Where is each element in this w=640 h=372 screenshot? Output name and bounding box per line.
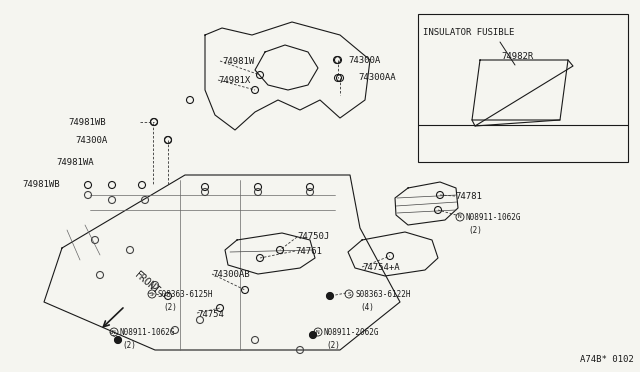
Text: S08363-6125H: S08363-6125H: [158, 290, 214, 299]
Text: (2): (2): [468, 226, 482, 235]
Bar: [418, 14, 628, 162]
Text: 74300A: 74300A: [348, 56, 380, 65]
Text: 74982R: 74982R: [502, 52, 534, 61]
Text: FRONT: FRONT: [133, 269, 162, 296]
Text: 74761: 74761: [295, 247, 322, 256]
Text: S08363-6122H: S08363-6122H: [355, 290, 410, 299]
Circle shape: [115, 337, 121, 343]
Text: 74981X: 74981X: [218, 76, 250, 85]
Text: 74781: 74781: [455, 192, 482, 201]
Text: S: S: [150, 292, 154, 296]
Text: 74300AA: 74300AA: [358, 73, 396, 82]
Text: 74300A: 74300A: [75, 136, 108, 145]
Text: 74981WB: 74981WB: [68, 118, 106, 127]
Text: A74B* 0102: A74B* 0102: [580, 355, 634, 364]
Text: 74750J: 74750J: [297, 232, 329, 241]
Text: 74981W: 74981W: [222, 57, 254, 66]
Text: 74300AB: 74300AB: [212, 270, 250, 279]
Text: 74981WB: 74981WB: [22, 180, 60, 189]
Text: N08911-1062G: N08911-1062G: [466, 213, 522, 222]
Text: N: N: [316, 330, 320, 334]
Text: N: N: [458, 215, 462, 219]
Text: (4): (4): [360, 303, 374, 312]
Text: S: S: [347, 292, 351, 296]
Text: 74754: 74754: [197, 310, 224, 319]
Text: N08911-2062G: N08911-2062G: [324, 328, 380, 337]
Text: (2): (2): [163, 303, 177, 312]
Text: N08911-1062G: N08911-1062G: [120, 328, 175, 337]
Text: (2): (2): [326, 341, 340, 350]
Text: 74754+A: 74754+A: [362, 263, 399, 272]
Circle shape: [327, 293, 333, 299]
Text: (2): (2): [122, 341, 136, 350]
Text: N: N: [112, 330, 116, 334]
Text: 74981WA: 74981WA: [56, 158, 93, 167]
Text: INSULATOR FUSIBLE: INSULATOR FUSIBLE: [423, 28, 515, 37]
Circle shape: [310, 332, 316, 338]
